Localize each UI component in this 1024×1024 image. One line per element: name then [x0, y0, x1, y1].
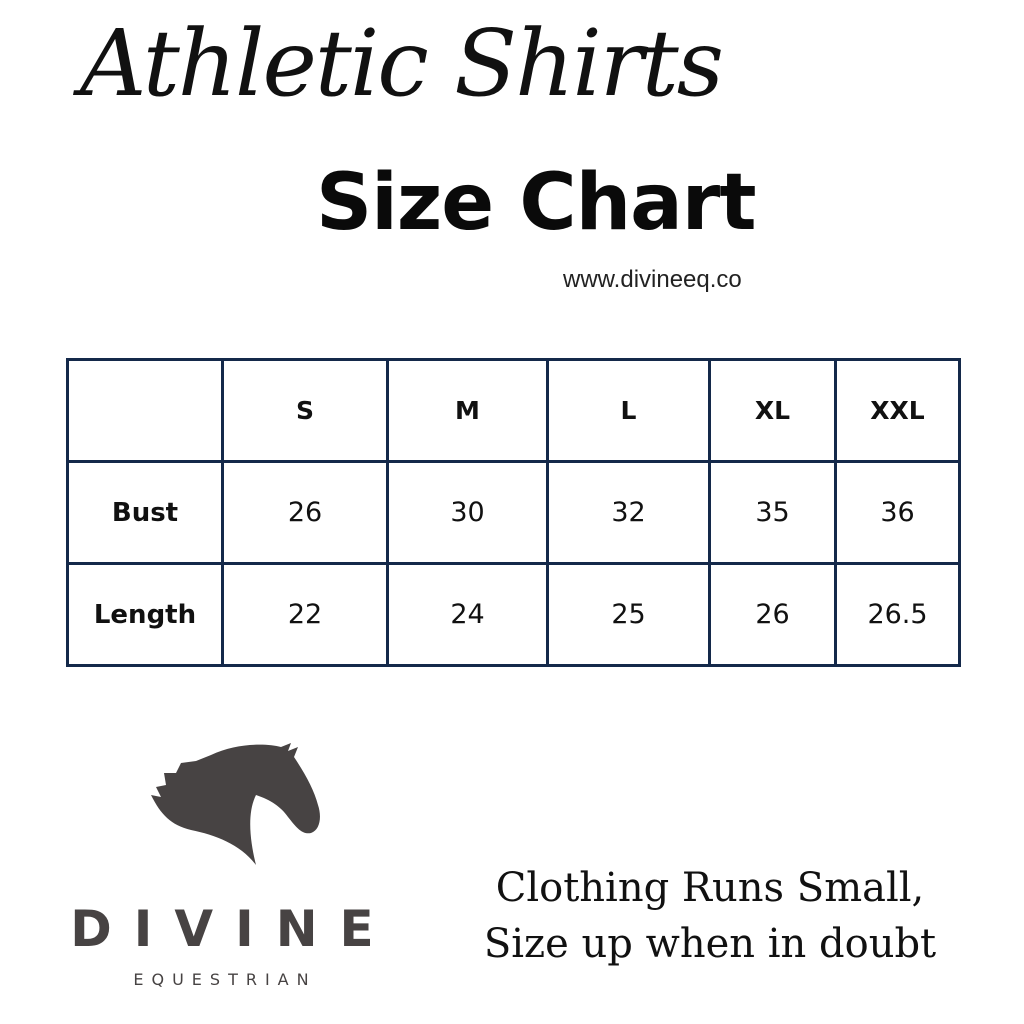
page-title: Size Chart	[316, 158, 757, 248]
size-header: S	[221, 358, 389, 463]
website-url: www.divineeq.co	[563, 266, 742, 293]
sizing-note: Clothing Runs Small, Size up when in dou…	[470, 860, 950, 972]
row-label: Bust	[66, 460, 224, 565]
table-cell: 25	[546, 562, 711, 667]
brand-name: DIVINE	[70, 900, 396, 958]
size-header: XXL	[834, 358, 961, 463]
table-cell: 35	[708, 460, 837, 565]
table-cell: 26	[708, 562, 837, 667]
size-header: XL	[708, 358, 837, 463]
table-cell: 36	[834, 460, 961, 565]
table-header-row: S M L XL XXL	[66, 358, 961, 463]
sizing-note-line2: Size up when in doubt	[483, 921, 937, 967]
table-cell: 26	[221, 460, 389, 565]
brand-subtitle: EQUESTRIAN	[133, 970, 317, 989]
table-cell: 30	[386, 460, 549, 565]
table-cell: 26.5	[834, 562, 961, 667]
horse-head-icon	[151, 743, 320, 865]
table-row: Length 22 24 25 26 26.5	[66, 562, 961, 667]
size-table: S M L XL XXL Bust 26 30 32 35 36 Length …	[66, 358, 961, 667]
table-cell: 22	[221, 562, 389, 667]
table-cell: 32	[546, 460, 711, 565]
corner-cell	[66, 358, 224, 463]
size-header: L	[546, 358, 711, 463]
row-label: Length	[66, 562, 224, 667]
script-title: Athletic Shirts	[80, 10, 724, 117]
size-header: M	[386, 358, 549, 463]
table-cell: 24	[386, 562, 549, 667]
sizing-note-line1: Clothing Runs Small,	[495, 865, 925, 911]
table-row: Bust 26 30 32 35 36	[66, 460, 961, 565]
